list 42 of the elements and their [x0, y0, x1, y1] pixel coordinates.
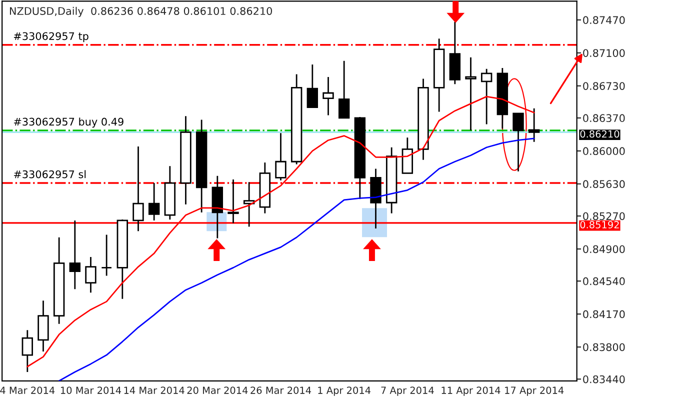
y-tick-label: 0.84540: [583, 277, 625, 286]
ref-line-label: #33062957 sl: [14, 170, 86, 178]
y-tick-label: 0.84170: [583, 310, 625, 318]
y-tick-label: 0.84900: [583, 245, 625, 254]
x-tick-label: 7 Apr 2014: [381, 386, 434, 396]
candlestick: [228, 178, 239, 224]
x-tick-label: 26 Mar 2014: [250, 386, 312, 394]
candlestick: [132, 146, 144, 232]
y-tick-label: 0.86730: [583, 82, 625, 90]
x-tick-label: 14 Mar 2014: [124, 386, 184, 394]
x-tick-label: 4 Mar 2014: [0, 386, 55, 394]
y-tick-label: 0.83800: [583, 343, 625, 352]
candlestick: [480, 68, 492, 125]
candlestick: [322, 76, 334, 116]
candlestick: [465, 56, 476, 132]
y-tick-label: 0.87100: [583, 49, 625, 57]
candlestick: [85, 256, 96, 294]
y-tick-label: 0.87470: [583, 16, 625, 24]
y-tick-label: 0.85270: [583, 212, 625, 220]
candlestick: [69, 220, 81, 290]
candlestick: [275, 132, 286, 182]
ref-line-label: 0.86210: [580, 130, 620, 138]
x-tick-label: 10 Mar 2014: [60, 386, 122, 394]
candlestick: [306, 64, 318, 108]
ref-line-label: #33062957 tp: [14, 32, 88, 42]
x-tick-label: 11 Apr 2014: [442, 386, 500, 396]
x-tick-label: 20 Mar 2014: [187, 386, 248, 394]
candlestick: [22, 329, 34, 373]
y-tick-label: 0.85630: [583, 180, 625, 188]
y-tick-label: 0.83440: [583, 375, 625, 384]
ref-line-label: #33062957 buy 0.49: [14, 118, 124, 128]
text: NZDUSD,Daily 0.86236 0.86478 0.86101 0.86210: [10, 6, 272, 17]
candlestick: [512, 112, 524, 172]
y-tick-label: 0.86370: [583, 114, 625, 122]
candlestick: [148, 182, 160, 222]
candlestick: [528, 108, 540, 143]
candlestick: [100, 234, 112, 276]
x-tick-label: 17 Apr 2014: [505, 386, 564, 396]
x-tick-label: 1 Apr 2014: [318, 386, 370, 396]
y-tick-label: 0.86000: [583, 147, 625, 156]
ref-line-label: 0.85192: [580, 221, 619, 228]
candlestick: [338, 60, 350, 119]
